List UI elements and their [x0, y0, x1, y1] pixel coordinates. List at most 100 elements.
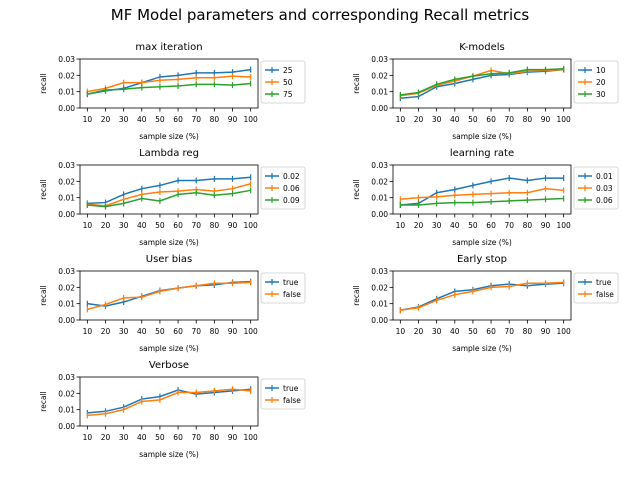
y-tick-label: 0.03 — [58, 373, 75, 382]
legend-label: false — [283, 290, 301, 299]
x-tick-label: 80 — [210, 433, 220, 442]
series-line — [400, 187, 564, 201]
x-axis-label: sample size (%) — [139, 238, 199, 247]
series-line — [87, 75, 251, 93]
x-tick-label: 30 — [119, 115, 129, 124]
x-tick-label: 40 — [450, 221, 460, 230]
x-tick-label: 50 — [155, 221, 165, 230]
y-axis-label: recall — [39, 179, 48, 199]
x-tick-label: 30 — [432, 115, 442, 124]
x-tick-label: 90 — [228, 115, 238, 124]
x-tick-label: 40 — [137, 221, 147, 230]
x-tick-label: 80 — [523, 221, 533, 230]
subplot-title: Lambda reg — [139, 148, 199, 159]
axes-frame — [392, 164, 572, 215]
series-line — [400, 281, 564, 311]
legend-label: 10 — [596, 66, 606, 75]
y-tick-label: 0.02 — [58, 283, 75, 292]
series-line — [400, 68, 564, 96]
subplot-title: max iteration — [135, 42, 202, 53]
y-tick-label: 0.03 — [371, 161, 388, 170]
series-line — [87, 176, 251, 205]
y-tick-label: 0.01 — [58, 300, 75, 309]
y-tick-label: 0.02 — [58, 389, 75, 398]
legend-label: 0.06 — [596, 196, 613, 205]
legend-label: false — [596, 290, 614, 299]
x-tick-label: 10 — [396, 115, 406, 124]
y-axis-label: recall — [352, 73, 361, 93]
x-tick-label: 50 — [155, 115, 165, 124]
x-tick-label: 60 — [173, 433, 183, 442]
y-tick-label: 0.02 — [371, 71, 388, 80]
legend-label: true — [283, 384, 299, 393]
x-tick-label: 40 — [450, 115, 460, 124]
legend-label: 50 — [283, 78, 293, 87]
figure-title: MF Model parameters and corresponding Re… — [110, 6, 530, 24]
y-axis-label: recall — [352, 285, 361, 305]
legend: 0.02 0.06 0.09 — [260, 166, 306, 210]
x-tick-label: 30 — [432, 221, 442, 230]
x-tick-label: 70 — [191, 221, 201, 230]
y-tick-label: 0.03 — [58, 55, 75, 64]
x-tick-label: 100 — [556, 327, 571, 336]
legend: true false — [573, 272, 619, 304]
x-tick-label: 20 — [101, 433, 111, 442]
x-tick-label: 20 — [414, 115, 424, 124]
x-tick-label: 40 — [137, 433, 147, 442]
x-tick-label: 80 — [210, 221, 220, 230]
legend: 0.01 0.03 0.06 — [573, 166, 619, 210]
x-tick-label: 70 — [191, 115, 201, 124]
series-line — [400, 68, 564, 99]
y-tick-label: 0.03 — [371, 55, 388, 64]
x-tick-label: 30 — [119, 327, 129, 336]
legend-label: 25 — [283, 66, 293, 75]
x-tick-label: 60 — [173, 115, 183, 124]
x-tick-label: 40 — [137, 115, 147, 124]
y-tick-label: 0.03 — [58, 161, 75, 170]
x-tick-label: 100 — [243, 433, 258, 442]
x-tick-label: 80 — [523, 327, 533, 336]
axes-frame — [79, 376, 259, 427]
subplot-title: Early stop — [457, 254, 507, 265]
y-tick-label: 0.00 — [371, 104, 388, 113]
x-tick-label: 50 — [155, 327, 165, 336]
x-tick-label: 70 — [504, 115, 514, 124]
subplot-title: Verbose — [149, 360, 189, 371]
x-tick-label: 90 — [228, 327, 238, 336]
y-tick-label: 0.01 — [58, 406, 75, 415]
x-axis-label: sample size (%) — [452, 344, 512, 353]
axes-frame — [79, 270, 259, 321]
subplot-5: User bias 10 20 30 40 50 60 70 80 90 100 0.00 0.01 0.… — [39, 254, 306, 353]
legend-label: 0.06 — [283, 184, 300, 193]
series-line — [87, 281, 251, 311]
x-tick-label: 20 — [101, 115, 111, 124]
y-tick-label: 0.03 — [58, 267, 75, 276]
series-line — [400, 68, 564, 97]
x-tick-label: 70 — [191, 327, 201, 336]
legend: 25 50 75 — [260, 60, 306, 104]
x-tick-label: 70 — [504, 327, 514, 336]
legend-label: 30 — [596, 90, 606, 99]
y-axis-label: recall — [352, 179, 361, 199]
series-line — [87, 82, 251, 95]
legend: 10 20 30 — [573, 60, 619, 104]
x-tick-label: 10 — [396, 327, 406, 336]
series-line — [400, 197, 564, 206]
x-tick-label: 50 — [468, 221, 478, 230]
y-tick-label: 0.01 — [58, 194, 75, 203]
x-tick-label: 70 — [504, 221, 514, 230]
x-tick-label: 50 — [155, 433, 165, 442]
legend: true false — [260, 378, 306, 410]
x-tick-label: 10 — [83, 221, 93, 230]
y-tick-label: 0.01 — [58, 88, 75, 97]
subplot-title: User bias — [146, 254, 192, 265]
legend-label: 0.03 — [596, 184, 613, 193]
x-axis-label: sample size (%) — [139, 344, 199, 353]
series-line — [87, 388, 251, 417]
axes-frame — [392, 270, 572, 321]
y-tick-label: 0.00 — [58, 422, 75, 431]
x-tick-label: 60 — [486, 221, 496, 230]
y-tick-label: 0.00 — [58, 104, 75, 113]
